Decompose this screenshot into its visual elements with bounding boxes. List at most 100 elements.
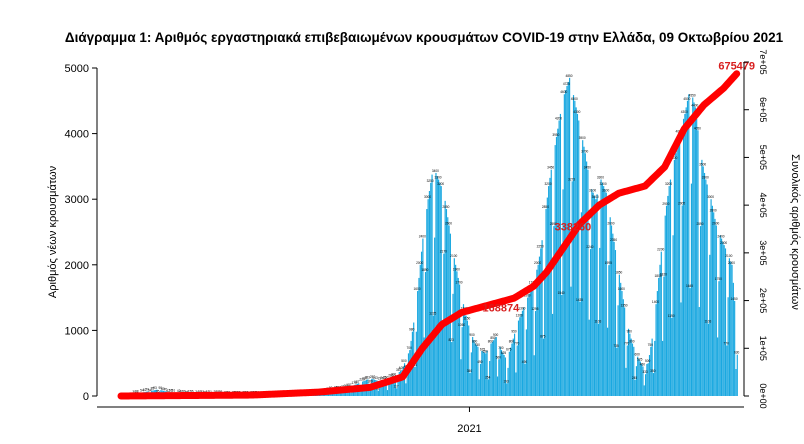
bar (389, 377, 391, 396)
bar-value-label: 30 (132, 390, 136, 394)
bar-value-label: 3000 (424, 195, 431, 199)
bar-value-label: 237 (362, 376, 368, 380)
bar-value-label: 3000 (592, 195, 599, 199)
bar (588, 319, 590, 396)
bar (724, 248, 727, 396)
bar (728, 258, 731, 396)
bar (468, 325, 470, 396)
y2-tick-label: 5e+05 (758, 145, 768, 170)
bar (714, 218, 716, 396)
bar (515, 372, 517, 396)
bar-value-label: 2905 (678, 201, 685, 205)
bar-value-label: 1300 (518, 307, 525, 311)
bar (633, 346, 635, 396)
bar-value-label: 3900 (579, 136, 586, 140)
bar-value-label: 350 (467, 369, 473, 373)
bar (461, 327, 463, 396)
bar (723, 245, 725, 396)
bar-value-label: 770 (624, 341, 630, 345)
bar-value-label: 62 (143, 388, 147, 392)
bar-value-label: 1850 (615, 271, 622, 275)
bar (593, 195, 596, 396)
bar-value-label: 823 (448, 338, 454, 342)
y-tick-label: 2000 (65, 260, 89, 272)
bar (394, 375, 396, 396)
bar-value-label: 33 (198, 390, 202, 394)
bar (690, 183, 693, 396)
bar (574, 100, 576, 397)
bar-value-label: 40 (179, 389, 183, 393)
bar (444, 200, 446, 396)
bar (553, 226, 555, 396)
bar (616, 347, 618, 396)
bar-value-label: 4725 (563, 82, 570, 86)
bar (673, 159, 675, 396)
bar (465, 315, 467, 396)
bar (419, 264, 421, 396)
bar-value-label: 4300 (681, 110, 688, 114)
bar-value-label: 1103 (594, 320, 601, 324)
bar (538, 256, 541, 396)
bar-value-label: 3300 (434, 176, 441, 180)
bar (618, 274, 620, 396)
bar-value-label: 1450 (731, 297, 738, 301)
bar (579, 301, 581, 396)
bar (578, 120, 580, 396)
bar (424, 272, 427, 396)
bar (622, 299, 624, 396)
bar-value-label: 3250 (427, 179, 434, 183)
bar (589, 249, 592, 396)
bar-value-label: 800 (488, 340, 494, 344)
bar (384, 379, 386, 396)
bar-value-label: 2300 (720, 241, 727, 245)
bar (385, 379, 387, 396)
bar-value-label: 1435 (576, 298, 583, 302)
bar (561, 294, 563, 396)
bar-value-label: 189 (367, 380, 373, 384)
bar (604, 189, 606, 396)
bar-value-label: 4400 (691, 103, 698, 107)
bar (516, 345, 518, 396)
bar (383, 380, 385, 396)
bar (686, 100, 689, 397)
bar (449, 233, 451, 396)
bar (431, 174, 433, 396)
bar-value-label: 4300 (573, 110, 580, 114)
bar (445, 209, 448, 396)
bar (483, 352, 486, 396)
bar-value-label: 2200 (657, 248, 664, 252)
bar (675, 153, 677, 396)
bar (575, 107, 577, 397)
bar (487, 379, 489, 396)
bar (447, 217, 449, 396)
bar-value-label: 2590 (550, 222, 557, 226)
bar (658, 277, 660, 396)
y-axis-left: 0 1000 2000 3000 4000 5000 (65, 63, 98, 403)
bar (717, 337, 719, 396)
bar (402, 366, 404, 396)
bar (680, 302, 682, 396)
bar-value-label: 3450 (584, 166, 591, 170)
bar (735, 369, 737, 396)
bar (720, 238, 723, 396)
bar (639, 361, 641, 396)
bar-value-label: 93 (153, 386, 157, 390)
bar (438, 179, 440, 396)
bar-value-label: 4550 (689, 94, 696, 98)
bar (529, 291, 531, 396)
bar (536, 269, 538, 396)
bar-value-label: 81 (376, 387, 380, 391)
bar (435, 172, 437, 396)
bar (697, 130, 699, 396)
bar-value-label: 80 (161, 387, 165, 391)
bar-value-label: 187 (354, 380, 360, 384)
bar-value-label: 38 (135, 390, 139, 394)
bar-value-label: 980 (409, 328, 415, 332)
bar (350, 392, 352, 396)
bar (541, 240, 543, 396)
bar (519, 317, 521, 396)
bar-value-label: 2600 (712, 221, 719, 225)
bar (689, 288, 691, 396)
bar-value-label: 367 (396, 368, 402, 372)
bar-value-label: 2000 (534, 261, 541, 265)
